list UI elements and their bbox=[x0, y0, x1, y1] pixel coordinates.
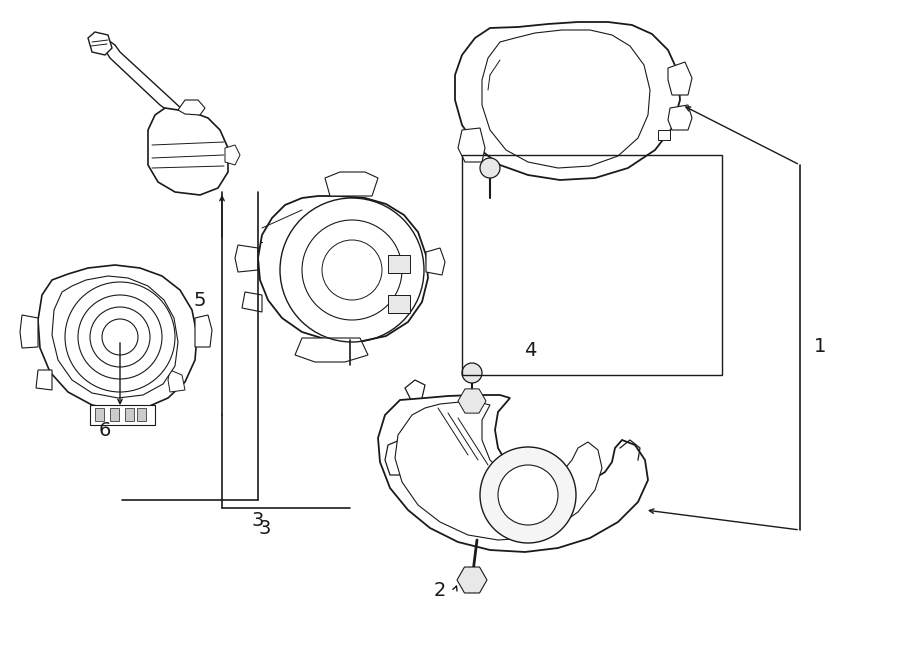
Polygon shape bbox=[482, 30, 650, 168]
Bar bbox=[95, 408, 104, 421]
Polygon shape bbox=[378, 395, 648, 552]
Polygon shape bbox=[235, 245, 258, 272]
Polygon shape bbox=[88, 32, 112, 55]
Text: 3: 3 bbox=[252, 510, 265, 529]
Polygon shape bbox=[395, 402, 602, 540]
Polygon shape bbox=[668, 105, 692, 130]
Text: 2: 2 bbox=[434, 580, 446, 600]
Circle shape bbox=[462, 363, 482, 383]
Circle shape bbox=[498, 465, 558, 525]
Polygon shape bbox=[52, 276, 178, 398]
Polygon shape bbox=[458, 389, 486, 413]
Polygon shape bbox=[90, 405, 155, 425]
Circle shape bbox=[480, 447, 576, 543]
Polygon shape bbox=[100, 38, 185, 118]
Text: 4: 4 bbox=[524, 340, 536, 360]
Polygon shape bbox=[668, 62, 692, 95]
Text: 1: 1 bbox=[814, 338, 826, 356]
Bar bbox=[137, 408, 146, 421]
Polygon shape bbox=[325, 172, 378, 196]
Polygon shape bbox=[242, 292, 262, 312]
Polygon shape bbox=[458, 128, 485, 162]
Text: 5: 5 bbox=[194, 290, 206, 309]
Text: 6: 6 bbox=[99, 420, 112, 440]
Bar bbox=[125, 408, 134, 421]
Bar bbox=[658, 130, 670, 140]
Polygon shape bbox=[426, 248, 445, 275]
Polygon shape bbox=[258, 196, 428, 342]
Polygon shape bbox=[36, 370, 52, 390]
Polygon shape bbox=[457, 567, 487, 593]
Polygon shape bbox=[178, 100, 205, 115]
Polygon shape bbox=[225, 145, 240, 165]
Polygon shape bbox=[148, 108, 228, 195]
Text: 3: 3 bbox=[259, 518, 271, 537]
Bar bbox=[388, 255, 410, 273]
Bar bbox=[388, 295, 410, 313]
Polygon shape bbox=[38, 265, 197, 410]
Polygon shape bbox=[295, 338, 368, 362]
Circle shape bbox=[480, 158, 500, 178]
Bar bbox=[110, 408, 119, 421]
Polygon shape bbox=[455, 22, 680, 180]
Bar bbox=[462, 155, 722, 375]
Polygon shape bbox=[168, 370, 185, 392]
Polygon shape bbox=[20, 315, 38, 348]
Polygon shape bbox=[195, 315, 212, 347]
